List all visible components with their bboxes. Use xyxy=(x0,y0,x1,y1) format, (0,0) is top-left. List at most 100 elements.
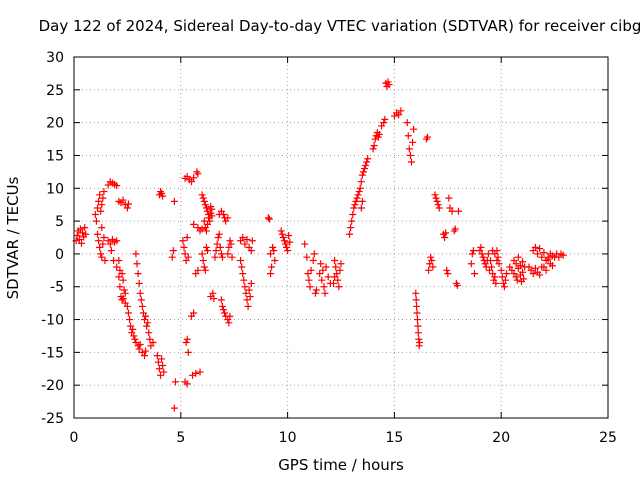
data-point xyxy=(413,309,421,317)
data-point xyxy=(395,111,403,119)
data-point xyxy=(248,237,256,245)
data-point xyxy=(187,178,195,186)
data-point xyxy=(531,264,539,272)
data-point xyxy=(113,263,121,271)
data-point xyxy=(346,230,354,238)
data-point xyxy=(98,224,106,232)
data-point xyxy=(304,270,312,278)
data-point xyxy=(397,107,405,115)
data-point xyxy=(335,283,343,291)
data-point xyxy=(494,253,502,261)
data-point xyxy=(135,345,143,353)
data-point xyxy=(149,339,157,347)
data-point xyxy=(334,276,342,284)
data-point xyxy=(513,276,521,284)
data-point xyxy=(204,247,211,255)
data-point xyxy=(196,368,204,376)
data-point xyxy=(427,253,435,261)
data-point xyxy=(180,243,188,251)
data-point xyxy=(216,243,224,251)
data-point xyxy=(182,339,190,347)
chart-title: Day 122 of 2024, Sidereal Day-to-day VTE… xyxy=(39,17,640,35)
data-point xyxy=(301,240,309,248)
data-point xyxy=(278,230,286,238)
data-point xyxy=(210,295,218,303)
data-point xyxy=(281,240,289,248)
data-point xyxy=(93,230,101,238)
data-point xyxy=(336,266,344,274)
data-point xyxy=(548,262,556,270)
data-point xyxy=(130,332,138,340)
data-point xyxy=(491,250,499,258)
y-axis-label: SDTVAR / TECUs xyxy=(4,176,22,299)
data-point xyxy=(183,234,191,241)
data-point xyxy=(318,276,326,284)
data-point xyxy=(491,273,499,281)
data-point xyxy=(123,302,131,310)
data-point xyxy=(227,240,235,248)
data-point xyxy=(514,253,522,261)
data-point xyxy=(92,217,100,225)
data-point xyxy=(363,158,371,166)
data-point xyxy=(534,250,542,258)
data-point xyxy=(369,145,377,153)
data-point xyxy=(106,240,114,248)
x-tick-label: 25 xyxy=(599,430,617,446)
data-point xyxy=(303,253,311,261)
data-point xyxy=(224,250,232,258)
data-point xyxy=(238,263,246,271)
data-point xyxy=(73,232,81,240)
data-point xyxy=(519,268,527,276)
data-point xyxy=(469,247,477,255)
data-point xyxy=(498,273,506,281)
data-point xyxy=(309,256,317,264)
data-point xyxy=(478,250,486,258)
data-point xyxy=(120,286,128,294)
data-point xyxy=(286,238,294,246)
data-point xyxy=(310,250,318,258)
data-point xyxy=(277,227,285,235)
y-tick-label: 5 xyxy=(55,214,64,230)
y-tick-label: 15 xyxy=(46,148,64,164)
y-tick-label: 10 xyxy=(46,181,64,197)
data-point xyxy=(136,289,144,297)
data-point xyxy=(270,247,278,255)
data-point xyxy=(169,247,177,255)
y-tick-label: -5 xyxy=(50,280,64,296)
data-point xyxy=(239,270,247,278)
data-point xyxy=(240,276,248,284)
data-point xyxy=(542,266,550,274)
data-point xyxy=(454,207,462,215)
y-tick-label: 30 xyxy=(46,50,64,66)
data-point xyxy=(155,365,163,373)
data-point xyxy=(415,335,423,343)
data-point xyxy=(519,258,527,266)
data-point xyxy=(137,296,145,304)
data-point xyxy=(355,188,363,196)
data-point xyxy=(243,235,251,243)
data-point xyxy=(479,253,487,261)
data-point xyxy=(181,250,189,258)
data-point xyxy=(488,263,496,271)
data-point xyxy=(413,316,421,324)
data-point xyxy=(96,191,104,199)
data-point xyxy=(247,247,255,255)
data-point xyxy=(76,225,84,233)
data-point xyxy=(241,240,249,248)
data-point xyxy=(201,201,209,209)
data-point xyxy=(385,81,393,89)
data-point xyxy=(217,296,225,304)
data-point xyxy=(306,283,314,291)
data-point xyxy=(380,119,388,127)
x-tick-label: 5 xyxy=(176,430,185,446)
data-point xyxy=(477,243,485,251)
data-point xyxy=(359,168,367,176)
data-point xyxy=(100,234,108,241)
data-point xyxy=(404,132,412,140)
data-point xyxy=(95,197,103,205)
data-point xyxy=(237,256,245,264)
x-tick-label: 10 xyxy=(279,430,297,446)
data-point xyxy=(283,243,291,251)
y-tick-label: -10 xyxy=(41,313,64,329)
